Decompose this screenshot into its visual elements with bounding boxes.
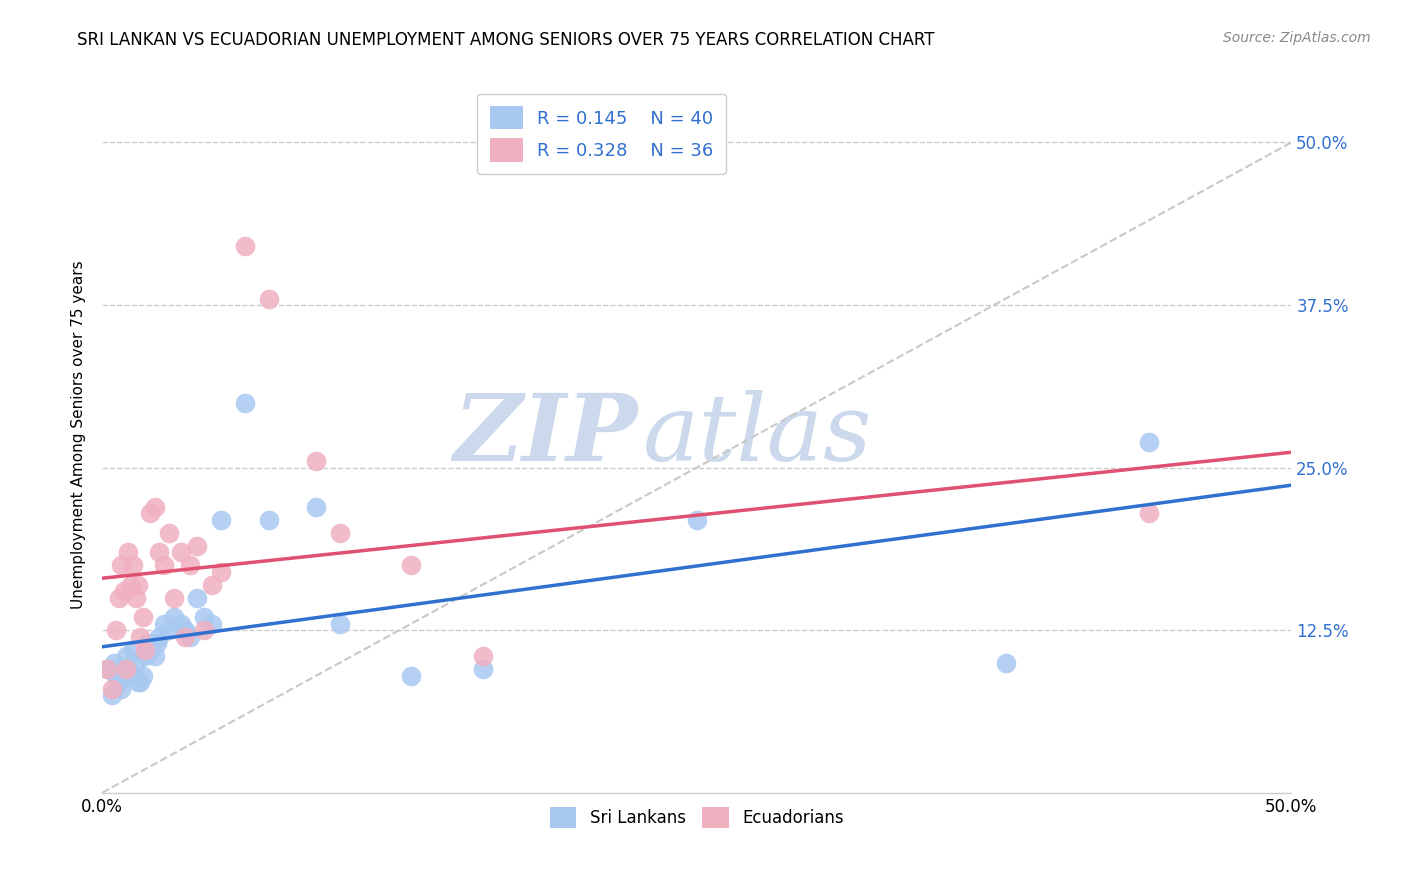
Point (153, 616, 176, 631)
Point (124, 656, 146, 670)
Point (108, 675, 131, 690)
Point (209, 565, 232, 579)
Point (120, 668, 142, 682)
Point (233, 239, 256, 253)
Point (120, 577, 142, 591)
Point (96, 662, 118, 676)
Point (193, 610, 215, 624)
Point (129, 675, 152, 690)
Point (471, 649, 494, 664)
Point (103, 656, 125, 670)
Point (201, 577, 224, 591)
Point (148, 630, 170, 644)
Legend: Sri Lankans, Ecuadorians: Sri Lankans, Ecuadorians (543, 801, 851, 834)
Point (110, 558, 132, 573)
Point (136, 636, 159, 650)
Point (201, 616, 224, 631)
Point (131, 668, 153, 682)
Point (233, 395, 256, 409)
Point (153, 558, 176, 573)
Point (122, 642, 145, 657)
Point (174, 623, 197, 637)
Point (329, 616, 352, 631)
Point (117, 545, 139, 559)
Point (108, 591, 131, 605)
Text: SRI LANKAN VS ECUADORIAN UNEMPLOYMENT AMONG SENIORS OVER 75 YEARS CORRELATION CH: SRI LANKAN VS ECUADORIAN UNEMPLOYMENT AM… (77, 31, 935, 49)
Point (1137, 506, 1160, 520)
Point (209, 512, 232, 526)
Point (329, 525, 352, 540)
Point (115, 662, 138, 676)
Point (129, 630, 152, 644)
Point (686, 512, 709, 526)
Point (117, 662, 139, 676)
Point (162, 591, 184, 605)
Point (127, 577, 149, 591)
Point (401, 668, 423, 682)
Point (170, 545, 193, 559)
Point (100, 681, 122, 696)
Text: ZIP: ZIP (453, 390, 637, 480)
Point (162, 610, 184, 624)
Point (305, 454, 328, 468)
Point (143, 500, 166, 514)
Point (1137, 434, 1160, 449)
Point (100, 688, 122, 702)
Point (257, 512, 280, 526)
Point (257, 292, 280, 306)
Point (157, 525, 180, 540)
Point (139, 642, 162, 657)
Point (134, 642, 156, 657)
Point (179, 558, 201, 573)
Point (105, 668, 128, 682)
Point (193, 623, 215, 637)
Point (148, 545, 170, 559)
Point (131, 610, 153, 624)
Point (134, 649, 156, 664)
Text: atlas: atlas (644, 390, 873, 480)
Point (471, 662, 494, 676)
Point (112, 662, 135, 676)
Point (179, 630, 201, 644)
Point (994, 656, 1017, 670)
Point (401, 558, 423, 573)
Text: Source: ZipAtlas.com: Source: ZipAtlas.com (1223, 31, 1371, 45)
Point (139, 506, 162, 520)
Point (112, 584, 135, 599)
Y-axis label: Unemployment Among Seniors over 75 years: Unemployment Among Seniors over 75 years (72, 260, 86, 609)
Point (174, 630, 197, 644)
Point (110, 681, 132, 696)
Point (124, 591, 146, 605)
Point (157, 623, 180, 637)
Point (305, 500, 328, 514)
Point (122, 558, 145, 573)
Point (186, 539, 208, 553)
Point (127, 675, 149, 690)
Point (105, 623, 128, 637)
Point (115, 649, 138, 664)
Point (96, 662, 118, 676)
Point (146, 636, 169, 650)
Point (170, 616, 193, 631)
Point (186, 591, 208, 605)
Point (143, 649, 166, 664)
